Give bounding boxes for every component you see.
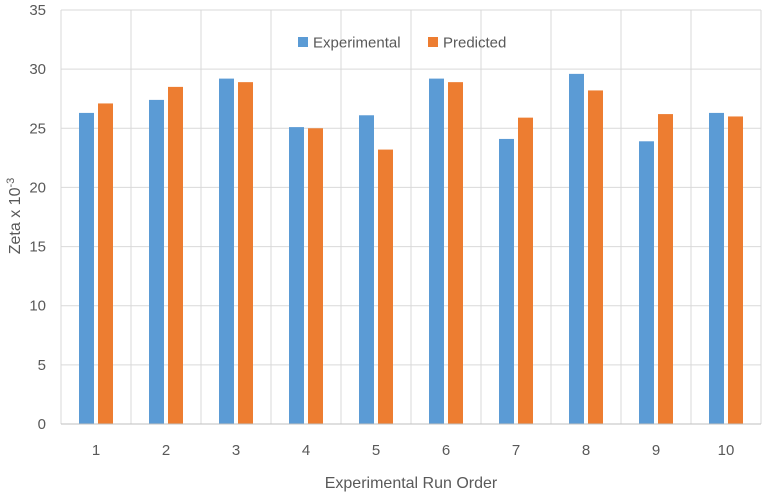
bar-predicted-9 [658,114,673,424]
y-tick-label: 20 [29,179,46,196]
y-tick-label: 10 [29,298,46,315]
bar-predicted-8 [588,90,603,424]
bar-experimental-5 [359,115,374,424]
legend-swatch-experimental [298,37,308,47]
bars [79,73,743,425]
bar-experimental-1 [79,112,94,424]
gridlines [60,9,762,424]
legend-label-predicted: Predicted [443,35,506,52]
x-tick-label: 4 [302,442,310,459]
x-tick-label: 7 [512,442,520,459]
legend-swatch-predicted [428,37,438,47]
x-tick-label: 8 [582,442,590,459]
x-tick-label: 9 [652,442,660,459]
x-tick-label: 5 [372,442,380,459]
bar-experimental-8 [569,73,584,425]
y-tick-label: 35 [29,2,46,19]
bar-predicted-1 [98,103,113,425]
bar-experimental-2 [149,99,164,424]
bar-predicted-10 [728,116,743,424]
y-tick-label: 5 [38,357,46,374]
bar-predicted-5 [378,149,393,424]
legend: Experimental Predicted [298,35,506,52]
y-axis-title-base: Zeta x 10 [7,187,24,254]
y-tick-label: 25 [29,120,46,137]
bar-experimental-7 [499,138,514,424]
bar-predicted-7 [518,117,533,424]
bar-experimental-10 [709,112,724,424]
bar-experimental-9 [639,141,654,424]
x-tick-label: 6 [442,442,450,459]
bar-experimental-6 [429,78,444,424]
y-tick-label: 0 [38,416,46,433]
axes: 0 5 10 15 20 25 30 35 1 2 3 4 5 6 7 8 9 10 [29,2,761,459]
bar-experimental-3 [219,78,234,424]
x-tick-label: 3 [232,442,240,459]
y-axis-title: Zeta x 10-3 [5,178,24,254]
x-axis-title: Experimental Run Order [325,475,498,492]
y-tick-label: 30 [29,61,46,78]
bar-predicted-6 [448,82,463,424]
x-tick-label: 1 [92,442,100,459]
x-tick-label: 10 [718,442,735,459]
x-tick-label: 2 [162,442,170,459]
bar-experimental-4 [289,127,304,425]
bar-predicted-2 [168,86,183,424]
legend-label-experimental: Experimental [313,35,401,52]
bar-predicted-4 [308,128,323,425]
y-tick-label: 15 [29,239,46,256]
bar-predicted-3 [238,82,253,424]
y-axis-title-exponent: -3 [5,178,17,188]
